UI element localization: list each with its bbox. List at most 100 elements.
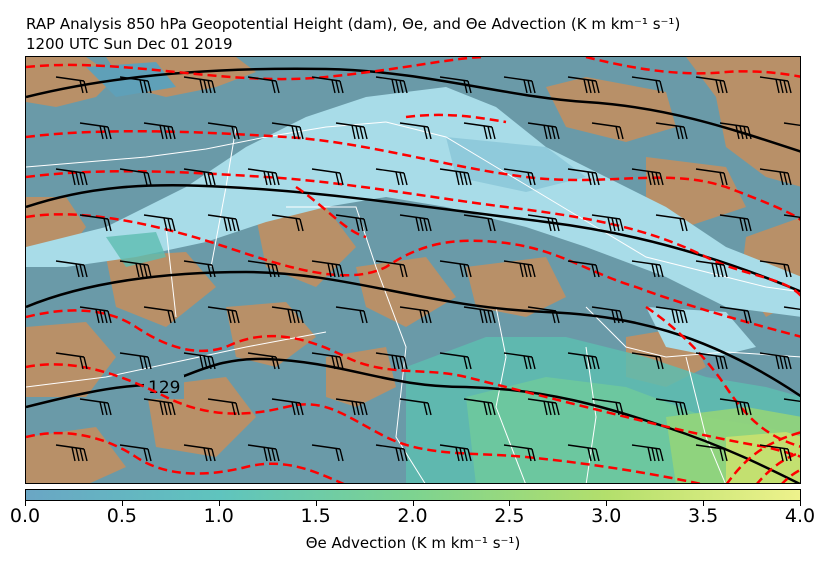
land-northeast-a bbox=[546, 77, 676, 142]
map-canvas: 129 bbox=[26, 57, 800, 483]
wind-barb bbox=[567, 260, 600, 278]
height-contour-2 bbox=[26, 183, 800, 293]
wind-barb bbox=[439, 76, 472, 94]
colorbar-tick-mark bbox=[121, 501, 123, 506]
wind-barb bbox=[439, 444, 472, 462]
land-northeast-b bbox=[686, 57, 800, 187]
wind-barb bbox=[311, 444, 344, 462]
wind-barb bbox=[119, 352, 152, 370]
wind-barb bbox=[759, 260, 792, 278]
wind-barb bbox=[695, 352, 728, 370]
wind-barb bbox=[591, 122, 624, 140]
wind-barb bbox=[183, 352, 216, 370]
colorbar-tick-mark bbox=[412, 501, 414, 506]
colorbar-tick-label: 3.0 bbox=[591, 505, 622, 527]
colorbar-tick-mark bbox=[509, 501, 511, 506]
wind-barb bbox=[631, 352, 664, 370]
wind-barb bbox=[463, 122, 496, 140]
theta-e-contour-13 bbox=[295, 185, 367, 239]
theta-e-contour-2 bbox=[585, 57, 800, 78]
wind-barb bbox=[695, 76, 728, 94]
map-title: RAP Analysis 850 hPa Geopotential Height… bbox=[26, 15, 681, 33]
core-yellow bbox=[726, 432, 800, 483]
theta-e-contour-12 bbox=[781, 468, 800, 483]
wind-barb bbox=[695, 444, 728, 462]
wind-barb bbox=[335, 398, 368, 416]
colorbar-tick-label: 4.0 bbox=[784, 505, 816, 527]
wind-barb bbox=[311, 168, 344, 186]
theta-e-contour-5 bbox=[26, 213, 800, 338]
wind-barb bbox=[79, 122, 112, 140]
wind-barb bbox=[271, 214, 304, 232]
wind-barb bbox=[207, 306, 240, 324]
theta-e-contour-8 bbox=[26, 431, 345, 483]
theta-e-contour-10 bbox=[725, 431, 800, 483]
wind-barb bbox=[183, 76, 216, 94]
wind-barb bbox=[503, 352, 536, 370]
colorbar-tick-mark bbox=[800, 501, 801, 506]
wind-barb bbox=[631, 76, 664, 94]
wind-barb bbox=[759, 168, 792, 186]
wind-barb bbox=[311, 260, 344, 278]
light-blue-patch-b bbox=[646, 307, 756, 357]
boundary-state-e bbox=[685, 356, 726, 483]
wind-barbs bbox=[55, 76, 800, 462]
land-west-b bbox=[106, 252, 216, 327]
wind-barb bbox=[399, 398, 432, 416]
boundary-state-f bbox=[26, 331, 327, 388]
wind-barb bbox=[247, 260, 280, 278]
wind-barb bbox=[55, 444, 88, 462]
boundary-state-b bbox=[165, 226, 177, 318]
wind-barb bbox=[719, 306, 752, 324]
wind-barb bbox=[503, 168, 536, 186]
wind-barb bbox=[311, 76, 344, 94]
map-valid-time: 1200 UTC Sun Dec 01 2019 bbox=[26, 35, 233, 53]
boundary-coast-a bbox=[375, 266, 426, 483]
wind-barb bbox=[143, 214, 176, 232]
wind-barb bbox=[119, 444, 152, 462]
colorbar-tick-label: 2.5 bbox=[494, 505, 525, 527]
wind-barb bbox=[375, 76, 408, 94]
wind-barb bbox=[183, 260, 216, 278]
wind-barb bbox=[375, 260, 408, 278]
wind-barb bbox=[399, 122, 432, 140]
wind-barb bbox=[143, 122, 176, 140]
wind-barb bbox=[631, 260, 664, 278]
wind-barb bbox=[207, 214, 240, 232]
wind-barb bbox=[119, 76, 152, 94]
boundary-great-lakes bbox=[385, 121, 800, 293]
land-central-c bbox=[466, 257, 566, 317]
wind-barb bbox=[55, 352, 88, 370]
wind-barb bbox=[375, 352, 408, 370]
wind-barb bbox=[311, 352, 344, 370]
wind-barb bbox=[183, 444, 216, 462]
land-central-b bbox=[356, 257, 456, 327]
colorbar-tick-label: 3.5 bbox=[688, 505, 719, 527]
colorbar-tick-mark bbox=[25, 501, 26, 506]
wind-barb bbox=[399, 214, 432, 232]
wind-barb bbox=[631, 168, 664, 186]
wind-barb bbox=[783, 306, 800, 310]
land-south-b bbox=[326, 347, 396, 407]
wind-barb bbox=[119, 260, 152, 278]
wind-barb bbox=[503, 76, 536, 94]
colorbar-tick-label: 0.0 bbox=[9, 505, 41, 527]
wind-barb bbox=[247, 168, 280, 186]
wind-barb bbox=[247, 352, 280, 370]
wind-barb bbox=[79, 398, 112, 416]
colorbar-tick-mark bbox=[218, 501, 220, 506]
wind-barb bbox=[783, 122, 800, 126]
wind-barb bbox=[719, 214, 752, 232]
height-contour-1 bbox=[26, 67, 800, 153]
wind-barb bbox=[567, 76, 600, 94]
colorbar-tick-label: 0.5 bbox=[106, 505, 137, 527]
wind-barb bbox=[655, 122, 688, 140]
wind-barb bbox=[463, 306, 496, 324]
theta-e-contour-14 bbox=[405, 113, 507, 124]
wind-barb bbox=[655, 214, 688, 232]
colorbar-tick-label: 1.5 bbox=[300, 505, 331, 527]
wind-barb bbox=[375, 168, 408, 186]
boundary-state-c bbox=[286, 206, 377, 268]
wind-barb bbox=[55, 76, 88, 94]
wind-barb bbox=[655, 306, 688, 324]
